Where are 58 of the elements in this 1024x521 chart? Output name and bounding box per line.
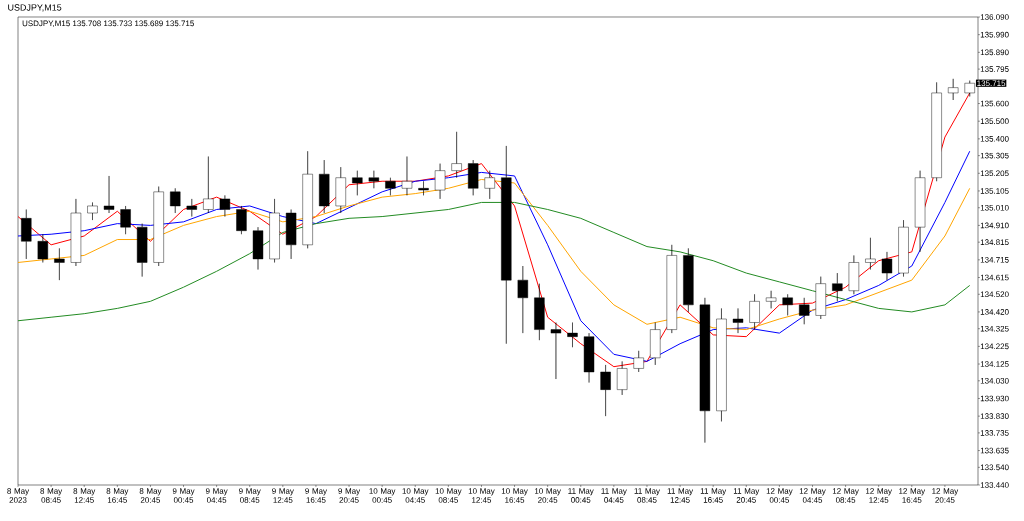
- candlestick: [947, 78, 959, 101]
- candlestick: [782, 294, 793, 316]
- candlestick: [749, 294, 760, 330]
- candlestick: [451, 131, 462, 178]
- candlestick: [683, 248, 694, 313]
- candlestick: [368, 170, 380, 189]
- candlestick: [550, 322, 562, 380]
- candlestick: [285, 209, 297, 260]
- candlestick: [236, 205, 247, 235]
- candlestick: [120, 205, 131, 235]
- candlestick: [716, 308, 727, 422]
- candlestick: [352, 170, 363, 196]
- candlestick: [484, 170, 495, 200]
- candlestick: [319, 159, 330, 214]
- candlestick: [600, 364, 611, 417]
- candlestick: [153, 186, 164, 267]
- candlestick: [70, 198, 82, 267]
- candlestick: [170, 188, 181, 214]
- candlestick: [650, 322, 661, 366]
- candlestick: [666, 244, 677, 334]
- candlestick: [21, 209, 32, 260]
- candlestick: [219, 195, 231, 217]
- candlestick: [865, 237, 876, 270]
- candlestick: [203, 156, 214, 214]
- candlestick: [815, 276, 826, 320]
- candlestick: [898, 219, 909, 277]
- chart-title: USDJPY,M15: [8, 4, 62, 12]
- candlestick: [54, 248, 65, 281]
- candlestick: [335, 166, 346, 214]
- candlestick: [186, 198, 197, 217]
- candlestick: [633, 350, 644, 373]
- candlestick: [583, 332, 595, 383]
- candlestick: [385, 177, 396, 196]
- candlestick: [87, 202, 98, 221]
- candlestick: [434, 163, 446, 200]
- candlestick: [848, 255, 860, 295]
- candlestick: [103, 175, 115, 214]
- candlestick: [567, 322, 578, 348]
- candlestick: [931, 82, 942, 182]
- candlestick: [401, 156, 413, 196]
- candlestick: [467, 159, 479, 196]
- candlestick: [37, 233, 49, 263]
- candlestick: [699, 297, 711, 443]
- candlestick: [252, 226, 264, 270]
- candlestick: [418, 181, 429, 196]
- candlestick: [136, 223, 148, 277]
- candlestick: [269, 198, 280, 263]
- candlestick: [799, 297, 810, 325]
- candlestick: [881, 251, 893, 281]
- candlestick: [501, 145, 512, 344]
- candlestick: [832, 272, 843, 302]
- candlestick: [732, 308, 744, 334]
- candlestick: [765, 290, 777, 309]
- candlestick: [616, 361, 628, 396]
- candlestick: [914, 170, 926, 253]
- candlestick: [517, 265, 529, 334]
- candlestick: [534, 283, 545, 341]
- candlestick: [302, 150, 313, 249]
